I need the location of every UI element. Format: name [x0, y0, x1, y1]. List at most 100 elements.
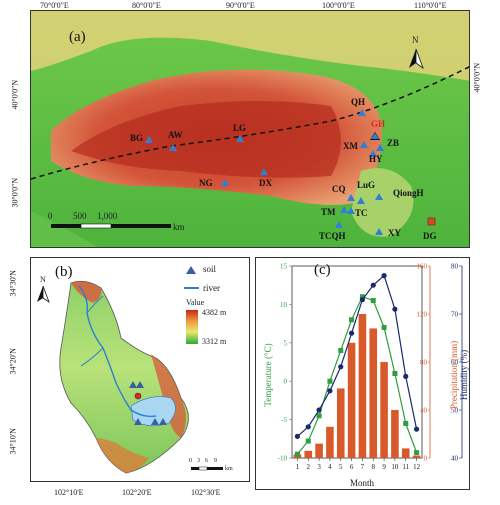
b-lat-tick-1: 34°30'N: [8, 270, 18, 297]
y-axis-right2-label: Humidity (%): [459, 349, 469, 401]
x-tick-2: 2: [307, 463, 311, 471]
humidity-point-2: [305, 424, 311, 430]
temperature-point-10: [392, 371, 398, 377]
left-tick-0: 0: [284, 378, 288, 386]
precip-bar-11: [401, 448, 410, 458]
b-lon-tick-3: 102°30'E: [191, 488, 221, 497]
scale-a-1000: 1,000: [97, 211, 118, 221]
left-tick-15: 15: [280, 263, 288, 271]
humidity-tick-50: 50: [451, 407, 459, 415]
site-label-xm: XM: [343, 141, 358, 151]
humidity-point-6: [348, 330, 355, 336]
site-label-zb: ZB: [387, 138, 400, 148]
temperature-line: [296, 295, 418, 455]
humidity-point-4: [327, 388, 333, 394]
humidity-line: [297, 274, 418, 437]
y-axis-left-label: Temperature (°C): [263, 343, 273, 407]
lat-tick-40: 40°0'0"N: [10, 79, 20, 110]
panel-b-label: (b): [55, 264, 73, 280]
x-axis-label: Month: [350, 478, 375, 488]
value-max: 4382 m: [202, 308, 227, 317]
lat-tick-30: 30°0'0"N: [10, 177, 20, 208]
site-label-xy: XY: [388, 228, 401, 238]
panel-c-frame: 1 2 3 4 5 6 7 8 9 10 11 12 -10 -5 0 5 10 15 0 40 80 120 160 40 5…: [255, 257, 470, 490]
north-label-a: N: [412, 35, 419, 45]
site-label-gh: GH: [371, 119, 386, 129]
precip-tick-40: 40: [420, 407, 428, 415]
temperature-point-4: [327, 378, 333, 384]
scale-a-500: 500: [73, 211, 87, 221]
site-label-tcqh: TCQH: [319, 231, 346, 241]
plot-area: [291, 265, 423, 459]
value-title: Value: [186, 298, 205, 307]
temperature-point-6: [349, 317, 355, 323]
humidity-point-11: [403, 373, 409, 379]
panel-a-terrain: [31, 11, 469, 247]
panel-c-label: (c): [314, 262, 331, 278]
precip-bar-7: [358, 314, 367, 458]
humidity-tick-70: 70: [451, 311, 459, 319]
b-lat-tick-2: 34°20'N: [8, 348, 18, 375]
precip-bar-10: [391, 410, 399, 458]
left-tick-5: 5: [284, 339, 288, 347]
precip-bar-8: [369, 328, 378, 458]
site-markers: [145, 109, 436, 235]
b-lon-tick-1: 102°10'E: [54, 488, 84, 497]
north-arrow-a: [409, 48, 424, 70]
humidity-point-1: [294, 433, 301, 439]
site-label-ng: NG: [199, 178, 213, 188]
precip-tick-160: 160: [417, 263, 428, 271]
precip-bar-9: [380, 362, 388, 458]
humidity-point-9: [381, 273, 387, 279]
precip-bar-6: [347, 342, 356, 458]
panel-b-terrain: [37, 266, 223, 474]
legend-soil-label: soil: [203, 264, 217, 274]
lon-tick-110: 110°0'0"E: [414, 1, 447, 10]
x-tick-6: 6: [350, 463, 354, 471]
b-lat-tick-3: 34°10'N: [8, 428, 18, 455]
b-lon-tick-2: 102°20'E: [122, 488, 152, 497]
y-axis-right1-label: Precipitation (mm): [449, 340, 459, 410]
site-label-dx: DX: [259, 178, 272, 188]
lon-tick-70: 70°0'0"E: [40, 1, 69, 10]
precip-tick-80: 80: [420, 359, 428, 367]
temperature-point-12: [414, 450, 420, 456]
temperature-point-8: [370, 298, 376, 304]
temperature-point-7: [359, 294, 365, 300]
legend-b-symbols: [184, 266, 199, 344]
humidity-point-8: [370, 282, 376, 288]
river-line: [78, 285, 157, 418]
x-tick-11: 11: [402, 463, 409, 471]
site-label-lg: LG: [233, 123, 247, 133]
x-tick-9: 9: [382, 463, 386, 471]
scale-b-3: 3: [197, 458, 200, 464]
humidity-point-7: [359, 297, 366, 303]
site-label-aw: AW: [168, 130, 183, 140]
temperature-point-3: [316, 413, 322, 419]
left-tick-10: 10: [280, 301, 288, 309]
site-label-qiongh: QiongH: [393, 188, 424, 198]
x-tick-12: 12: [413, 463, 421, 471]
site-label-lug: LuG: [357, 180, 376, 190]
precip-bar-2: [304, 450, 313, 458]
temperature-point-9: [381, 324, 387, 330]
scale-b-6: 6: [205, 458, 208, 464]
panel-a-map: (a) N 0 500 1,000 km QH GH BG AW LG XM Z…: [30, 10, 470, 248]
humidity-tick-60: 60: [451, 359, 459, 367]
panel-b-map: (b) N soil river Value 4382 m 3312 m 0 3…: [30, 257, 250, 482]
precip-tick-0: 0: [424, 455, 428, 463]
x-tick-1: 1: [296, 463, 300, 471]
x-tick-4: 4: [328, 463, 332, 471]
humidity-point-10: [392, 306, 398, 312]
site-label-dg: DG: [423, 231, 437, 241]
humidity-point-5: [338, 364, 344, 370]
scale-b-0: 0: [189, 458, 192, 464]
left-tick--5: -5: [281, 416, 287, 424]
site-label-hy: HY: [369, 154, 383, 164]
humidity-point-12: [413, 426, 420, 432]
scale-a-0: 0: [48, 211, 53, 221]
site-label-cq: CQ: [332, 184, 346, 194]
value-min: 3312 m: [202, 337, 227, 346]
x-tick-7: 7: [361, 463, 365, 471]
site-label-tm: TM: [321, 207, 336, 217]
